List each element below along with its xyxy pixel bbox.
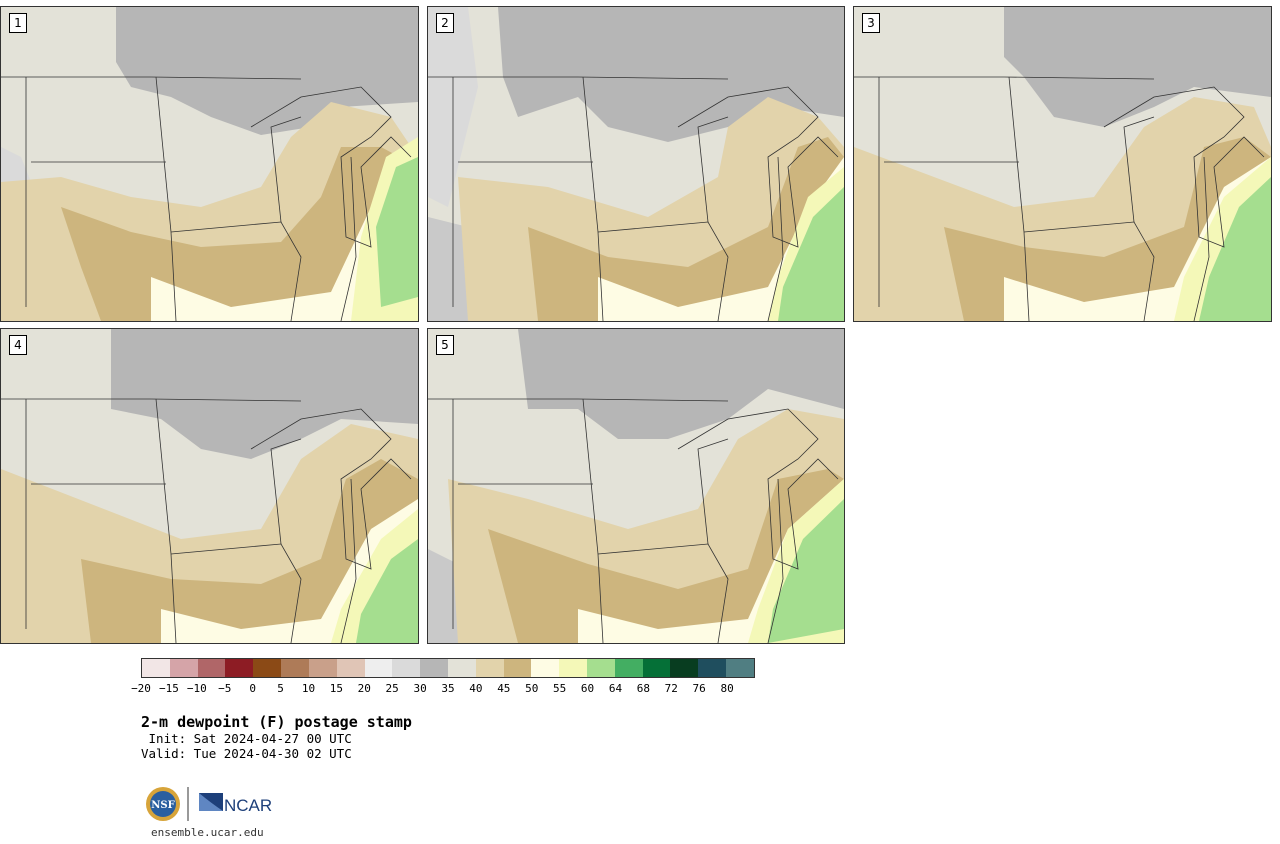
- colorbar-tick-label: 50: [525, 682, 539, 695]
- website-url: ensemble.ucar.edu: [151, 826, 264, 839]
- colorbar-tick-label: 20: [357, 682, 371, 695]
- colorbar-swatch: [587, 659, 615, 677]
- colorbar-tick-label: 25: [385, 682, 399, 695]
- dewpoint-map-5: [428, 329, 844, 643]
- colorbar-swatch: [169, 659, 198, 677]
- colorbar-tick-label: 60: [580, 682, 595, 695]
- colorbar-tick-label: −15: [158, 682, 179, 695]
- state-borders: [428, 76, 839, 321]
- colorbar-tick-label: −5: [218, 682, 232, 695]
- colorbar-tick-label: 45: [497, 682, 511, 695]
- colorbar-tick-label: −10: [186, 682, 207, 695]
- map-panel-4: 4: [0, 328, 419, 644]
- colorbar-tick-label: 72: [664, 682, 678, 695]
- colorbar-tick-label: 64: [608, 682, 623, 695]
- colorbar-swatch: [670, 659, 699, 677]
- dewpoint-map-1: [1, 7, 418, 321]
- green-region: [778, 187, 844, 321]
- colorbar-tick-label: 68: [636, 682, 650, 695]
- dewpoint-map-3: [854, 7, 1271, 321]
- dry-air-gray-region: [116, 7, 418, 135]
- map-panel-2: 2: [427, 6, 845, 322]
- colorbar-swatch: [392, 659, 421, 677]
- dry-air-gray-region: [1004, 7, 1271, 127]
- map-panel-1: 1: [0, 6, 419, 322]
- colorbar-tick-label: 80: [720, 682, 734, 695]
- colorbar-swatch: [559, 659, 587, 677]
- colorbar-swatch: [475, 659, 504, 677]
- cream-region: [151, 137, 418, 321]
- colorbar-swatch: [142, 659, 170, 677]
- state-borders: [1, 76, 412, 321]
- colorbar-swatch: [336, 659, 365, 677]
- panel-number: 3: [862, 13, 880, 33]
- dewpoint-map-2: [428, 7, 844, 321]
- green-region: [768, 499, 844, 643]
- nsf-ncar-logo: NSF NCAR: [146, 787, 272, 821]
- dewpoint-map-4: [1, 329, 418, 643]
- logos: NSF NCAR: [145, 785, 275, 823]
- green-region: [1199, 177, 1271, 321]
- dark-tan-band: [488, 469, 844, 643]
- colorbar-swatch: [364, 659, 393, 677]
- dry-air-gray-region: [111, 329, 418, 459]
- colorbar-tick-label: 5: [277, 682, 284, 695]
- state-borders: [854, 76, 1265, 321]
- colorbar-tick-label: 0: [249, 682, 256, 695]
- dark-tan-band: [528, 137, 844, 321]
- colorbar: [141, 658, 755, 678]
- panel-number: 4: [9, 335, 27, 355]
- state-borders: [1, 398, 412, 643]
- init-time: Init: Sat 2024-04-27 00 UTC: [141, 731, 352, 746]
- colorbar-tick-label: 76: [692, 682, 706, 695]
- green-region: [356, 539, 418, 643]
- plot-title: 2-m dewpoint (F) postage stamp: [141, 713, 412, 731]
- colorbar-swatch: [225, 659, 254, 677]
- colorbar-swatch: [308, 659, 337, 677]
- colorbar-swatch: [698, 659, 727, 677]
- colorbar-tick-label: −20: [131, 682, 151, 695]
- colorbar-tick-label: 35: [441, 682, 455, 695]
- svg-text:NSF: NSF: [151, 800, 174, 811]
- colorbar-tick-label: 30: [413, 682, 427, 695]
- map-panel-5: 5: [427, 328, 845, 644]
- svg-text:NCAR: NCAR: [224, 796, 272, 815]
- colorbar-tick-label: 40: [469, 682, 483, 695]
- panel-number: 2: [436, 13, 454, 33]
- colorbar-tick-label: 15: [329, 682, 343, 695]
- colorbar-swatch: [253, 659, 282, 677]
- state-borders: [428, 398, 839, 643]
- map-panel-3: 3: [853, 6, 1272, 322]
- colorbar-tick-label: 55: [553, 682, 567, 695]
- colorbar-swatch: [642, 659, 671, 677]
- panel-number: 5: [436, 335, 454, 355]
- nsf-logo: NSF: [146, 787, 180, 821]
- colorbar-swatch: [614, 659, 643, 677]
- colorbar-swatch: [726, 659, 754, 677]
- colorbar-swatch: [447, 659, 476, 677]
- ncar-logo: NCAR: [199, 793, 272, 815]
- colorbar-swatch: [197, 659, 226, 677]
- colorbar-tick-label: 10: [301, 682, 316, 695]
- green-region: [376, 157, 418, 307]
- dark-tan-band: [61, 147, 418, 321]
- valid-time: Valid: Tue 2024-04-30 02 UTC: [141, 746, 352, 761]
- colorbar-swatch: [281, 659, 309, 677]
- dry-air-gray-region: [518, 329, 844, 439]
- colorbar-swatch: [420, 659, 448, 677]
- colorbar-swatch: [531, 659, 560, 677]
- colorbar-swatch: [503, 659, 532, 677]
- panel-number: 1: [9, 13, 27, 33]
